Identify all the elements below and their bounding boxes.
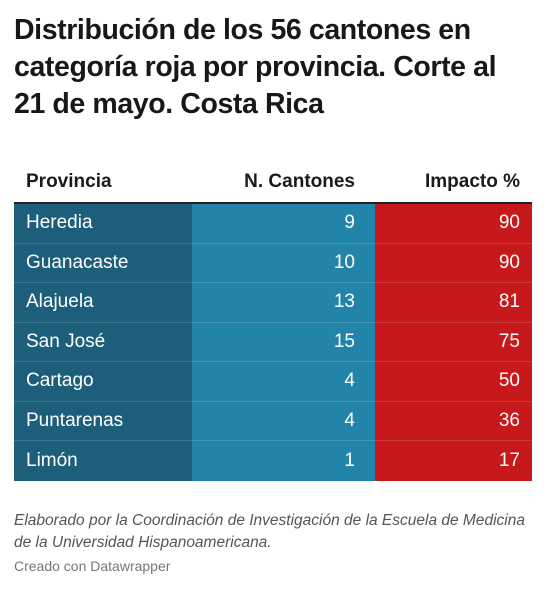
cell-provincia: Puntarenas bbox=[14, 401, 192, 441]
cell-impacto: 81 bbox=[375, 283, 532, 323]
table-row: Limón 1 17 bbox=[14, 441, 532, 481]
cell-cantones: 4 bbox=[192, 401, 375, 441]
cell-cantones: 1 bbox=[192, 441, 375, 481]
table-row: Guanacaste 10 90 bbox=[14, 243, 532, 283]
cell-impacto: 17 bbox=[375, 441, 532, 481]
table-row: Alajuela 13 81 bbox=[14, 283, 532, 323]
cell-impacto: 90 bbox=[375, 243, 532, 283]
header-impacto[interactable]: Impacto % bbox=[424, 171, 520, 192]
table-row: Puntarenas 4 36 bbox=[14, 401, 532, 441]
cell-cantones: 4 bbox=[192, 362, 375, 402]
table-header: Provincia N. Cantones Impacto % bbox=[14, 162, 532, 204]
cell-provincia: Alajuela bbox=[14, 283, 192, 323]
cell-provincia: Guanacaste bbox=[14, 243, 192, 283]
chart-title: Distribución de los 56 cantones en categ… bbox=[14, 14, 497, 120]
cell-cantones: 13 bbox=[192, 283, 375, 323]
table-row: Heredia 9 90 bbox=[14, 204, 532, 244]
data-table: Provincia N. Cantones Impacto % Heredia 9… bbox=[14, 162, 532, 481]
source-note: Elaborado por la Coordinación de Investi… bbox=[14, 512, 525, 551]
cell-provincia: San José bbox=[14, 322, 192, 362]
cell-cantones: 10 bbox=[192, 243, 375, 283]
cell-impacto: 50 bbox=[375, 362, 532, 402]
header-provincia[interactable]: Provincia bbox=[26, 171, 112, 192]
cell-provincia: Heredia bbox=[14, 204, 192, 244]
cell-impacto: 75 bbox=[375, 322, 532, 362]
header-cantones[interactable]: N. Cantones bbox=[244, 171, 355, 192]
cell-provincia: Cartago bbox=[14, 362, 192, 402]
table-row: Cartago 4 50 bbox=[14, 362, 532, 402]
table-body: Heredia 9 90 Guanacaste 10 90 Alajuela 13 81 San … bbox=[14, 204, 532, 481]
cell-cantones: 15 bbox=[192, 322, 375, 362]
cell-impacto: 36 bbox=[375, 401, 532, 441]
cell-impacto: 90 bbox=[375, 204, 532, 244]
cell-provincia: Limón bbox=[14, 441, 192, 481]
datawrapper-credit[interactable]: Creado con Datawrapper bbox=[14, 558, 171, 574]
cell-cantones: 9 bbox=[192, 204, 375, 244]
table-row: San José 15 75 bbox=[14, 322, 532, 362]
